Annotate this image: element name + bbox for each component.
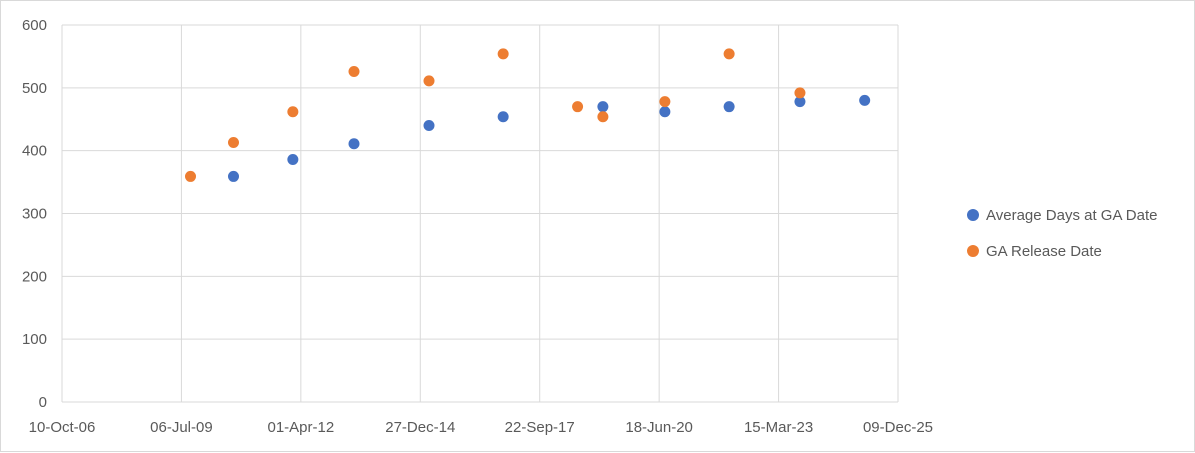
legend-item-series-1: Average Days at GA Date (967, 197, 1157, 233)
data-point-series-2 (227, 136, 239, 148)
x-tick-label: 27-Dec-14 (385, 419, 455, 436)
legend-label-series-1: Average Days at GA Date (986, 206, 1158, 224)
data-point-series-1 (794, 96, 806, 108)
y-tick-label: 600 (22, 17, 47, 34)
data-point-series-2 (597, 111, 609, 123)
data-point-series-1 (227, 170, 239, 182)
x-tick-label: 09-Dec-25 (863, 419, 933, 436)
data-point-series-2 (348, 65, 360, 77)
y-tick-label: 0 (39, 394, 47, 411)
data-point-series-2 (723, 48, 735, 60)
y-tick-label: 500 (22, 80, 47, 97)
data-point-series-1 (859, 94, 871, 106)
data-point-series-1 (348, 138, 360, 150)
x-tick-label: 22-Sep-17 (505, 419, 575, 436)
y-tick-label: 400 (22, 143, 47, 160)
data-point-series-2 (572, 101, 584, 113)
legend-item-series-2: GA Release Date (967, 233, 1157, 269)
data-point-series-2 (423, 75, 435, 87)
x-tick-label: 15-Mar-23 (744, 419, 813, 436)
y-tick-label: 200 (22, 268, 47, 285)
data-point-series-2 (794, 87, 806, 99)
data-point-series-2 (185, 170, 197, 182)
data-point-series-1 (597, 101, 609, 113)
data-point-series-1 (723, 101, 735, 113)
legend-marker-series-2 (967, 245, 979, 257)
data-point-series-2 (287, 106, 299, 118)
x-tick-label: 18-Jun-20 (625, 419, 693, 436)
x-tick-label: 01-Apr-12 (268, 419, 335, 436)
data-point-series-1 (497, 111, 509, 123)
data-point-series-1 (423, 120, 435, 132)
y-tick-label: 100 (22, 331, 47, 348)
legend: Average Days at GA Date GA Release Date (967, 197, 1157, 269)
data-point-series-2 (497, 48, 509, 60)
data-point-series-1 (287, 153, 299, 165)
data-point-series-1 (659, 106, 671, 118)
legend-marker-series-1 (967, 209, 979, 221)
data-point-series-2 (659, 96, 671, 108)
y-tick-label: 300 (22, 206, 47, 223)
x-tick-label: 06-Jul-09 (150, 419, 213, 436)
legend-label-series-2: GA Release Date (986, 242, 1102, 260)
x-tick-label: 10-Oct-06 (29, 419, 96, 436)
